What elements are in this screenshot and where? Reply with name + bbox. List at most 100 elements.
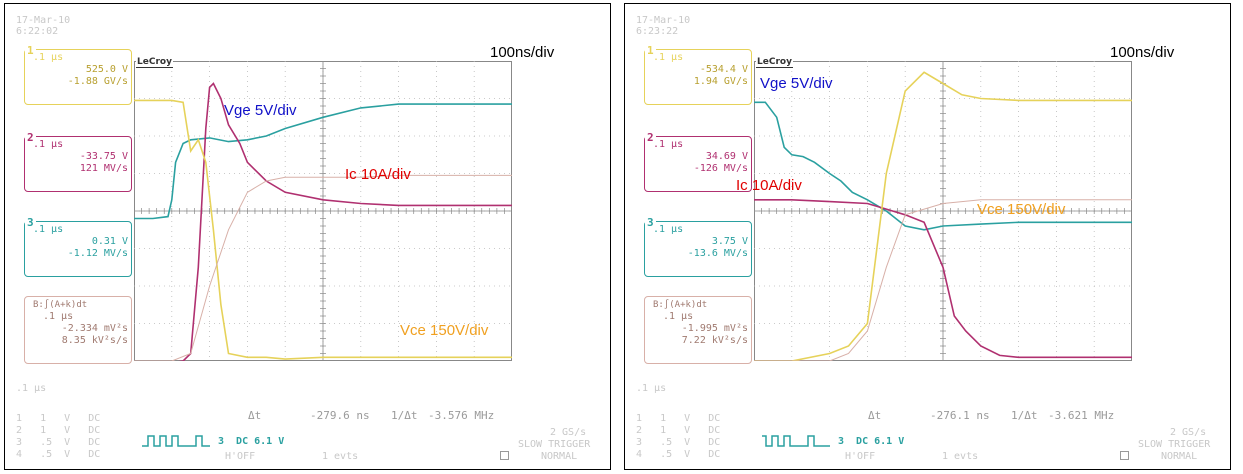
footer-timebase: .1 µs bbox=[16, 383, 47, 394]
channel-2-number: 2 bbox=[25, 131, 36, 144]
normal-checkbox[interactable] bbox=[1120, 451, 1129, 460]
channel-2-slope: 121 MV/s bbox=[79, 163, 128, 174]
channel-2-number: 2 bbox=[645, 131, 656, 144]
channel-2-box: 2 .1 µs -33.75 V 121 MV/s bbox=[24, 131, 132, 192]
channel-3-slope: -1.12 MV/s bbox=[67, 248, 128, 259]
freq-value: -3.621 MHz bbox=[1048, 409, 1115, 422]
delta-t-value: -276.1 ns bbox=[930, 409, 990, 422]
trigger-pulse-icon bbox=[762, 435, 830, 447]
brand-logo: LeCroy bbox=[756, 57, 793, 68]
channel-b-timebase: .1 µs bbox=[43, 311, 74, 322]
timebase-label: 100ns/div bbox=[1110, 44, 1175, 61]
trigger-source: 3 DC 6.1 V bbox=[218, 436, 285, 447]
channel-3-timebase: .1 µs bbox=[653, 224, 684, 235]
channel-3-box: 3 .1 µs 0.31 V -1.12 MV/s bbox=[24, 216, 132, 277]
time-label: 6:22:02 bbox=[16, 26, 59, 37]
channel-3-number: 3 bbox=[645, 216, 656, 229]
trace-vce-150v-div bbox=[754, 71, 1132, 361]
scope-plot-left bbox=[134, 61, 512, 361]
holdoff-label: H'OFF bbox=[225, 451, 256, 462]
trace-b bbox=[134, 174, 512, 361]
channel-3-value: 0.31 V bbox=[91, 236, 128, 247]
trace-vce-150v-div bbox=[134, 99, 512, 360]
channel-b-timebase: .1 µs bbox=[663, 311, 694, 322]
trace-ic-10a-div bbox=[178, 82, 512, 361]
sample-rate: 2 GS/s bbox=[550, 427, 587, 438]
channel-3-number: 3 bbox=[25, 216, 36, 229]
channel-2-box: 2 .1 µs 34.69 V -126 MV/s bbox=[644, 131, 752, 192]
channel-1-box: 1 .1 µs 525.0 V -1.88 GV/s bbox=[24, 44, 132, 105]
channel-b-value: -1.995 mV²s bbox=[681, 323, 748, 334]
channel-b-slope: 7.22 kV²s/s bbox=[681, 335, 748, 346]
holdoff-label: H'OFF bbox=[845, 451, 876, 462]
date-label: 17-Mar-10 bbox=[16, 15, 71, 26]
vce-annotation: Vce 150V/div bbox=[977, 201, 1066, 218]
scope-plot-right bbox=[754, 61, 1132, 361]
scope-screen: 17-Mar-10 6:22:02 1 .1 µs 525.0 V -1.88 … bbox=[10, 9, 608, 466]
channel-2-value: 34.69 V bbox=[705, 151, 748, 162]
channel-b-title: B:∫(A+k)dt bbox=[33, 300, 88, 310]
trigger-pulse-icon bbox=[142, 435, 210, 447]
channel-1-timebase: .1 µs bbox=[653, 52, 684, 63]
channel-1-number: 1 bbox=[645, 44, 656, 57]
trigger-mode: SLOW TRIGGER bbox=[1138, 439, 1211, 450]
ic-annotation: Ic 10A/div bbox=[736, 177, 802, 194]
normal-label: NORMAL bbox=[1161, 451, 1198, 462]
footer-timebase: .1 µs bbox=[636, 383, 667, 394]
channel-3-value: 3.75 V bbox=[711, 236, 748, 247]
channel-b-value: -2.334 mV²s bbox=[61, 323, 128, 334]
channel-1-slope: -1.88 GV/s bbox=[67, 76, 128, 87]
channel-1-slope: 1.94 GV/s bbox=[693, 76, 748, 87]
channel-1-number: 1 bbox=[25, 44, 36, 57]
channel-3-timebase: .1 µs bbox=[33, 224, 64, 235]
footer-row-3: 3 .5 V DC bbox=[16, 437, 101, 448]
footer-row-2: 2 1 V DC bbox=[636, 425, 721, 436]
trace-ic-10a-div bbox=[754, 199, 1132, 359]
footer-row-1: 1 1 V DC bbox=[16, 413, 101, 424]
vge-annotation: Vge 5V/div bbox=[760, 75, 833, 92]
scope-screen: 17-Mar-10 6:23:22 1 .1 µs -534.4 V 1.94 … bbox=[630, 9, 1228, 466]
sample-rate: 2 GS/s bbox=[1170, 427, 1207, 438]
channel-2-timebase: .1 µs bbox=[653, 139, 684, 150]
channel-b-box: B:∫(A+k)dt .1 µs -2.334 mV²s 8.35 kV²s/s bbox=[24, 296, 132, 364]
channel-2-value: -33.75 V bbox=[79, 151, 128, 162]
vge-annotation: Vge 5V/div bbox=[224, 102, 297, 119]
channel-b-box: B:∫(A+k)dt .1 µs -1.995 mV²s 7.22 kV²s/s bbox=[644, 296, 752, 364]
time-label: 6:23:22 bbox=[636, 26, 679, 37]
freq-label: 1/Δt bbox=[391, 409, 418, 422]
channel-1-value: 525.0 V bbox=[85, 64, 128, 75]
delta-t-value: -279.6 ns bbox=[310, 409, 370, 422]
timebase-label: 100ns/div bbox=[490, 44, 555, 61]
normal-checkbox[interactable] bbox=[500, 451, 509, 460]
delta-t-label: Δt bbox=[248, 409, 262, 422]
channel-1-box: 1 .1 µs -534.4 V 1.94 GV/s bbox=[644, 44, 752, 105]
events-label: 1 evts bbox=[322, 451, 359, 462]
footer-row-1: 1 1 V DC bbox=[636, 413, 721, 424]
footer-row-2: 2 1 V DC bbox=[16, 425, 101, 436]
trace-b bbox=[754, 199, 1132, 361]
channel-2-slope: -126 MV/s bbox=[693, 163, 748, 174]
channel-2-timebase: .1 µs bbox=[33, 139, 64, 150]
trigger-source: 3 DC 6.1 V bbox=[838, 436, 905, 447]
vce-annotation: Vce 150V/div bbox=[400, 322, 489, 339]
scope-panel-right: 17-Mar-10 6:23:22 1 .1 µs -534.4 V 1.94 … bbox=[624, 3, 1231, 470]
channel-b-title: B:∫(A+k)dt bbox=[653, 300, 708, 310]
channel-1-timebase: .1 µs bbox=[33, 52, 64, 63]
brand-logo: LeCroy bbox=[136, 57, 173, 68]
date-label: 17-Mar-10 bbox=[636, 15, 691, 26]
delta-t-label: Δt bbox=[868, 409, 882, 422]
channel-1-value: -534.4 V bbox=[699, 64, 748, 75]
ic-annotation: Ic 10A/div bbox=[345, 166, 411, 183]
scope-panel-left: 17-Mar-10 6:22:02 1 .1 µs 525.0 V -1.88 … bbox=[4, 3, 611, 470]
footer-row-4: 4 .5 V DC bbox=[636, 449, 721, 460]
freq-label: 1/Δt bbox=[1011, 409, 1038, 422]
trace-vge-5v-div bbox=[754, 101, 1132, 231]
channel-3-box: 3 .1 µs 3.75 V -13.6 MV/s bbox=[644, 216, 752, 277]
normal-label: NORMAL bbox=[541, 451, 578, 462]
freq-value: -3.576 MHz bbox=[428, 409, 495, 422]
channel-3-slope: -13.6 MV/s bbox=[687, 248, 748, 259]
footer-row-3: 3 .5 V DC bbox=[636, 437, 721, 448]
events-label: 1 evts bbox=[942, 451, 979, 462]
footer-row-4: 4 .5 V DC bbox=[16, 449, 101, 460]
channel-b-slope: 8.35 kV²s/s bbox=[61, 335, 128, 346]
